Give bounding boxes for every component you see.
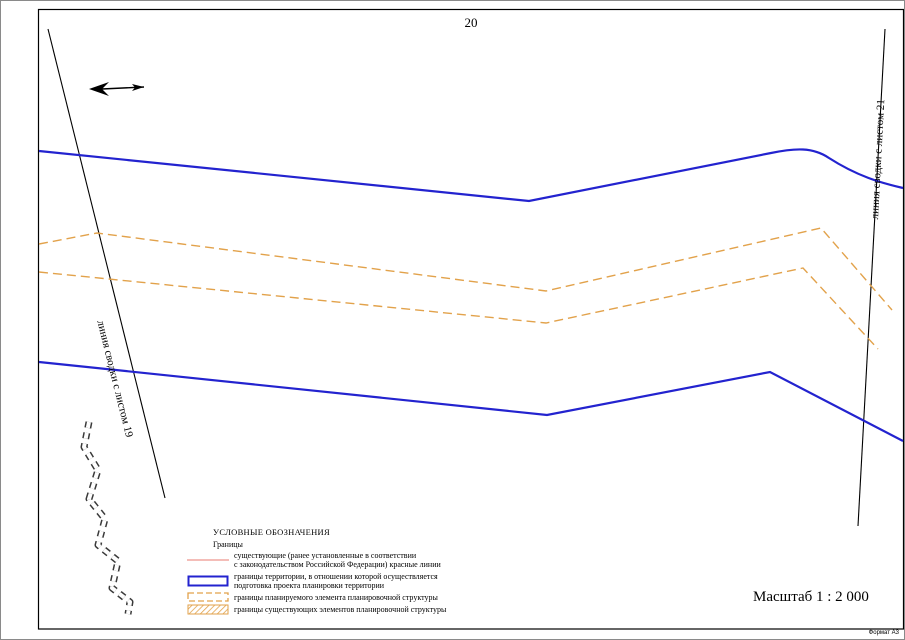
- legend-item: существующие (ранее установленные в соот…: [187, 551, 517, 570]
- planned-boundary-swatch: [187, 592, 229, 602]
- format-label: Формат А3: [868, 630, 899, 636]
- north-arrow-icon: [89, 82, 145, 96]
- existing-boundary-swatch: [187, 604, 229, 615]
- existing-structure-line: [80, 421, 134, 615]
- legend-item: границы существующих элементов планирово…: [187, 604, 517, 615]
- scale-label: Масштаб 1 : 2 000: [753, 589, 869, 605]
- territory-boundary-top: [38, 148, 904, 203]
- legend-item-label: существующие (ранее установленные в соот…: [234, 551, 441, 570]
- red-line-swatch: [187, 556, 229, 564]
- legend-title: УСЛОВНЫЕ ОБОЗНАЧЕНИЯ: [213, 527, 330, 537]
- territory-boundary-bottom: [38, 360, 904, 442]
- match-line-21: [857, 28, 886, 527]
- legend: УСЛОВНЫЕ ОБОЗНАЧЕНИЯ Границы существующи…: [187, 527, 517, 617]
- legend-item-label: границы существующих элементов планирово…: [234, 605, 447, 615]
- match-line-19: [47, 28, 166, 499]
- planned-boundary-lower: [38, 267, 879, 350]
- sheet-number: 20: [464, 15, 478, 30]
- planned-boundary-upper: [38, 227, 893, 311]
- territory-boundary-swatch: [187, 575, 229, 587]
- legend-group-label: Границы: [213, 539, 243, 549]
- legend-item: границы планируемого элемента планировоч…: [187, 592, 517, 602]
- legend-item-label: границы территории, в отношении которой …: [234, 571, 438, 590]
- legend-item-label: границы планируемого элемента планировоч…: [234, 592, 438, 602]
- sheet-frame: [37, 8, 904, 630]
- legend-item: границы территории, в отношении которой …: [187, 572, 517, 591]
